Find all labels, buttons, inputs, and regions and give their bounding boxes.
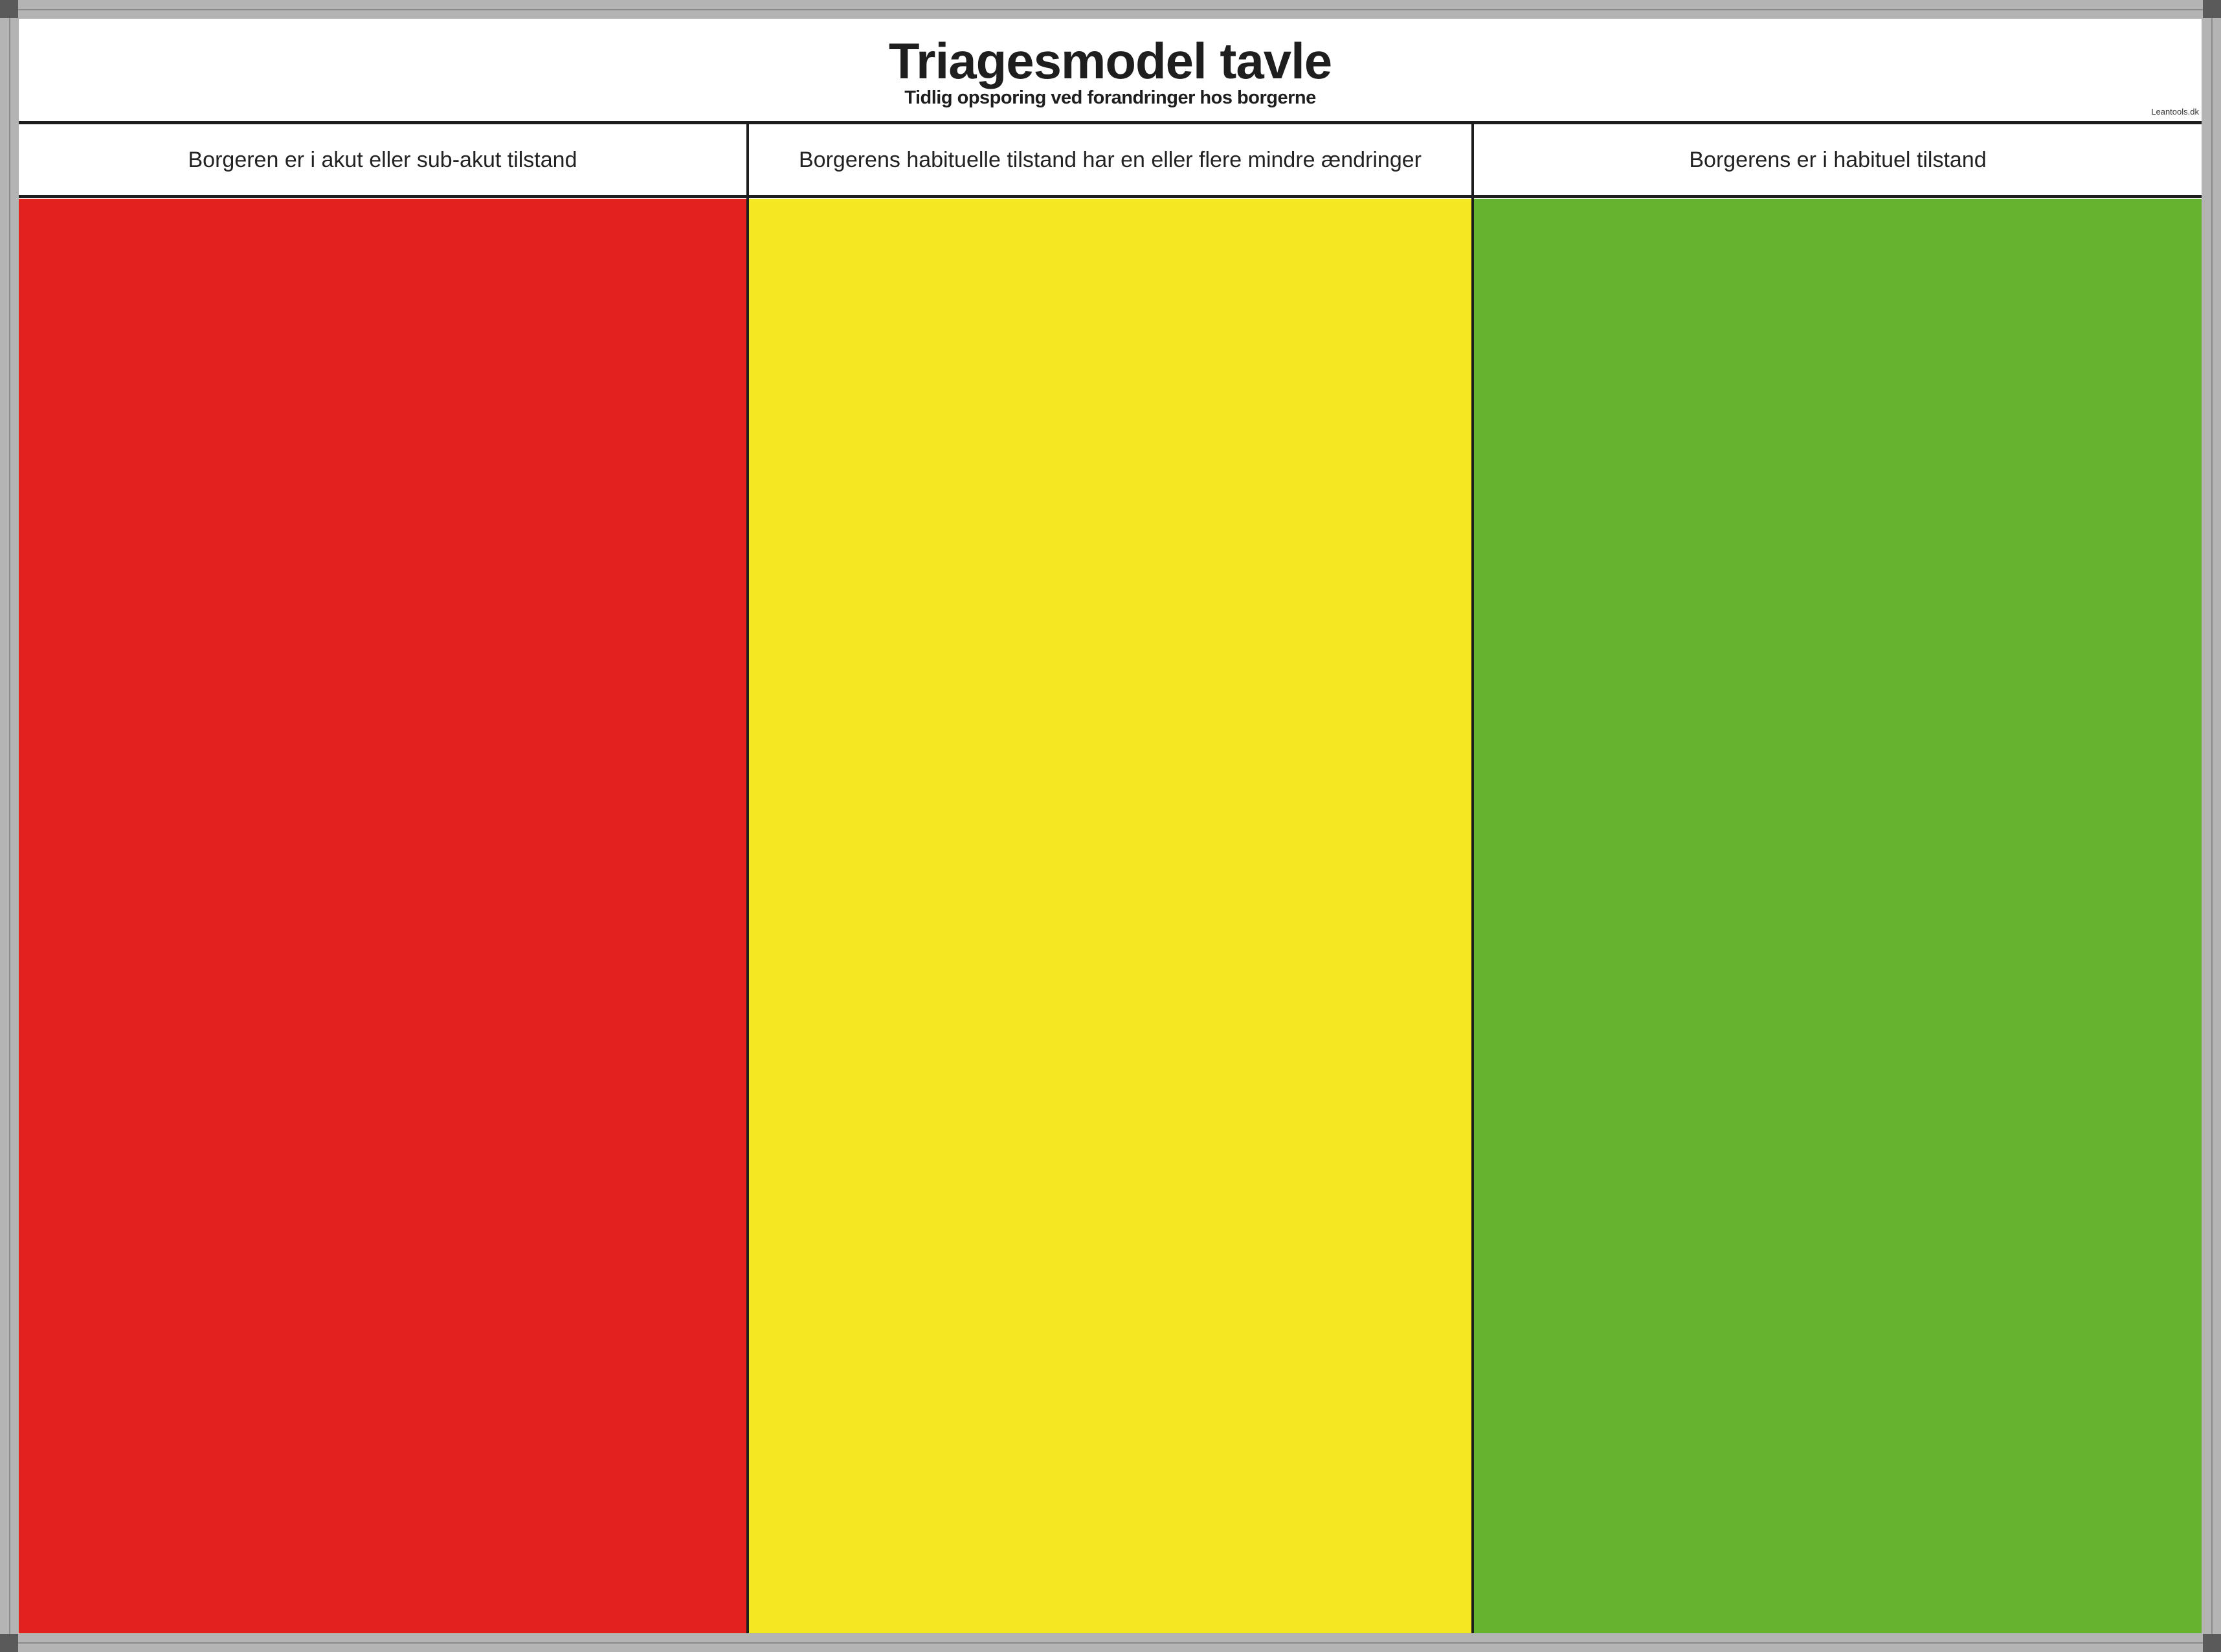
- column-header-green: Borgerens er i habituel tilstand: [1689, 148, 1987, 172]
- frame-corner: [0, 0, 18, 18]
- column-red-area[interactable]: [19, 199, 746, 1633]
- column-divider: [746, 122, 749, 1633]
- board-subtitle: Tidlig opsporing ved forandringer hos bo…: [904, 87, 1316, 108]
- board-title: Triagesmodel tavle: [888, 32, 1332, 89]
- column-yellow-area[interactable]: [749, 199, 1471, 1633]
- header-divider: [19, 121, 2202, 124]
- column-header-yellow: Borgerens habituelle tilstand har en ell…: [799, 148, 1422, 172]
- brand-label: Leantools.dk: [2151, 107, 2199, 117]
- frame-left-groove: [9, 0, 10, 1652]
- frame-corner: [2203, 1634, 2221, 1652]
- column-divider: [1471, 122, 1474, 1633]
- column-header-red: Borgeren er i akut eller sub-akut tilsta…: [188, 148, 577, 172]
- frame-bottom-groove: [0, 1642, 2221, 1644]
- frame-corner: [2203, 0, 2221, 18]
- column-header-divider: [19, 195, 2202, 198]
- frame-right-groove: [2211, 0, 2213, 1652]
- whiteboard: Triagesmodel tavle Tidlig opsporing ved …: [19, 19, 2202, 1633]
- column-green-area[interactable]: [1474, 199, 2202, 1633]
- board-header: Triagesmodel tavle Tidlig opsporing ved …: [19, 19, 2202, 122]
- frame-top-groove: [0, 9, 2221, 10]
- frame-corner: [0, 1634, 18, 1652]
